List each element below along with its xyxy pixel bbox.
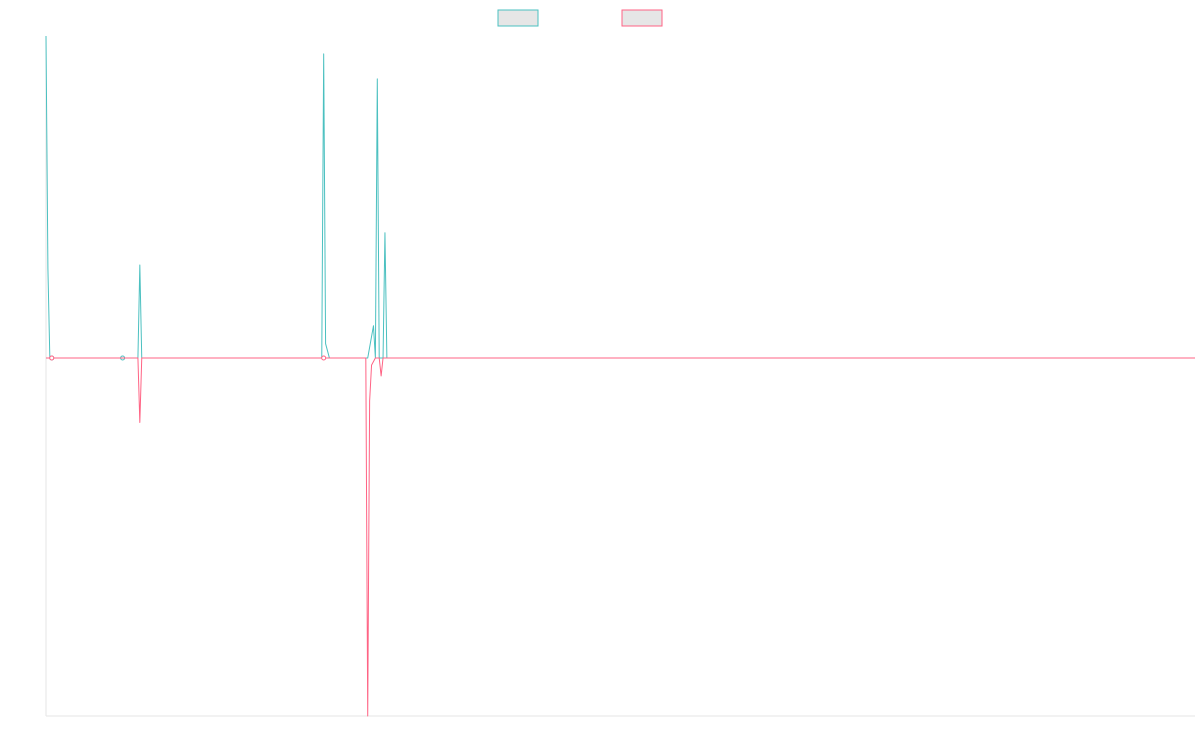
legend[interactable] [497,9,663,27]
data-point-series-2-2 [321,355,327,361]
legend-swatch-series-1[interactable] [497,9,539,27]
legend-swatch-series-2[interactable] [621,9,663,27]
series-line-1 [45,35,1195,359]
series-1 [45,35,1195,361]
series-layer [45,35,1195,717]
series-2 [46,355,1195,717]
axes [45,36,1195,717]
series-line-2 [46,357,1195,717]
data-point-series-2-1 [49,355,55,361]
